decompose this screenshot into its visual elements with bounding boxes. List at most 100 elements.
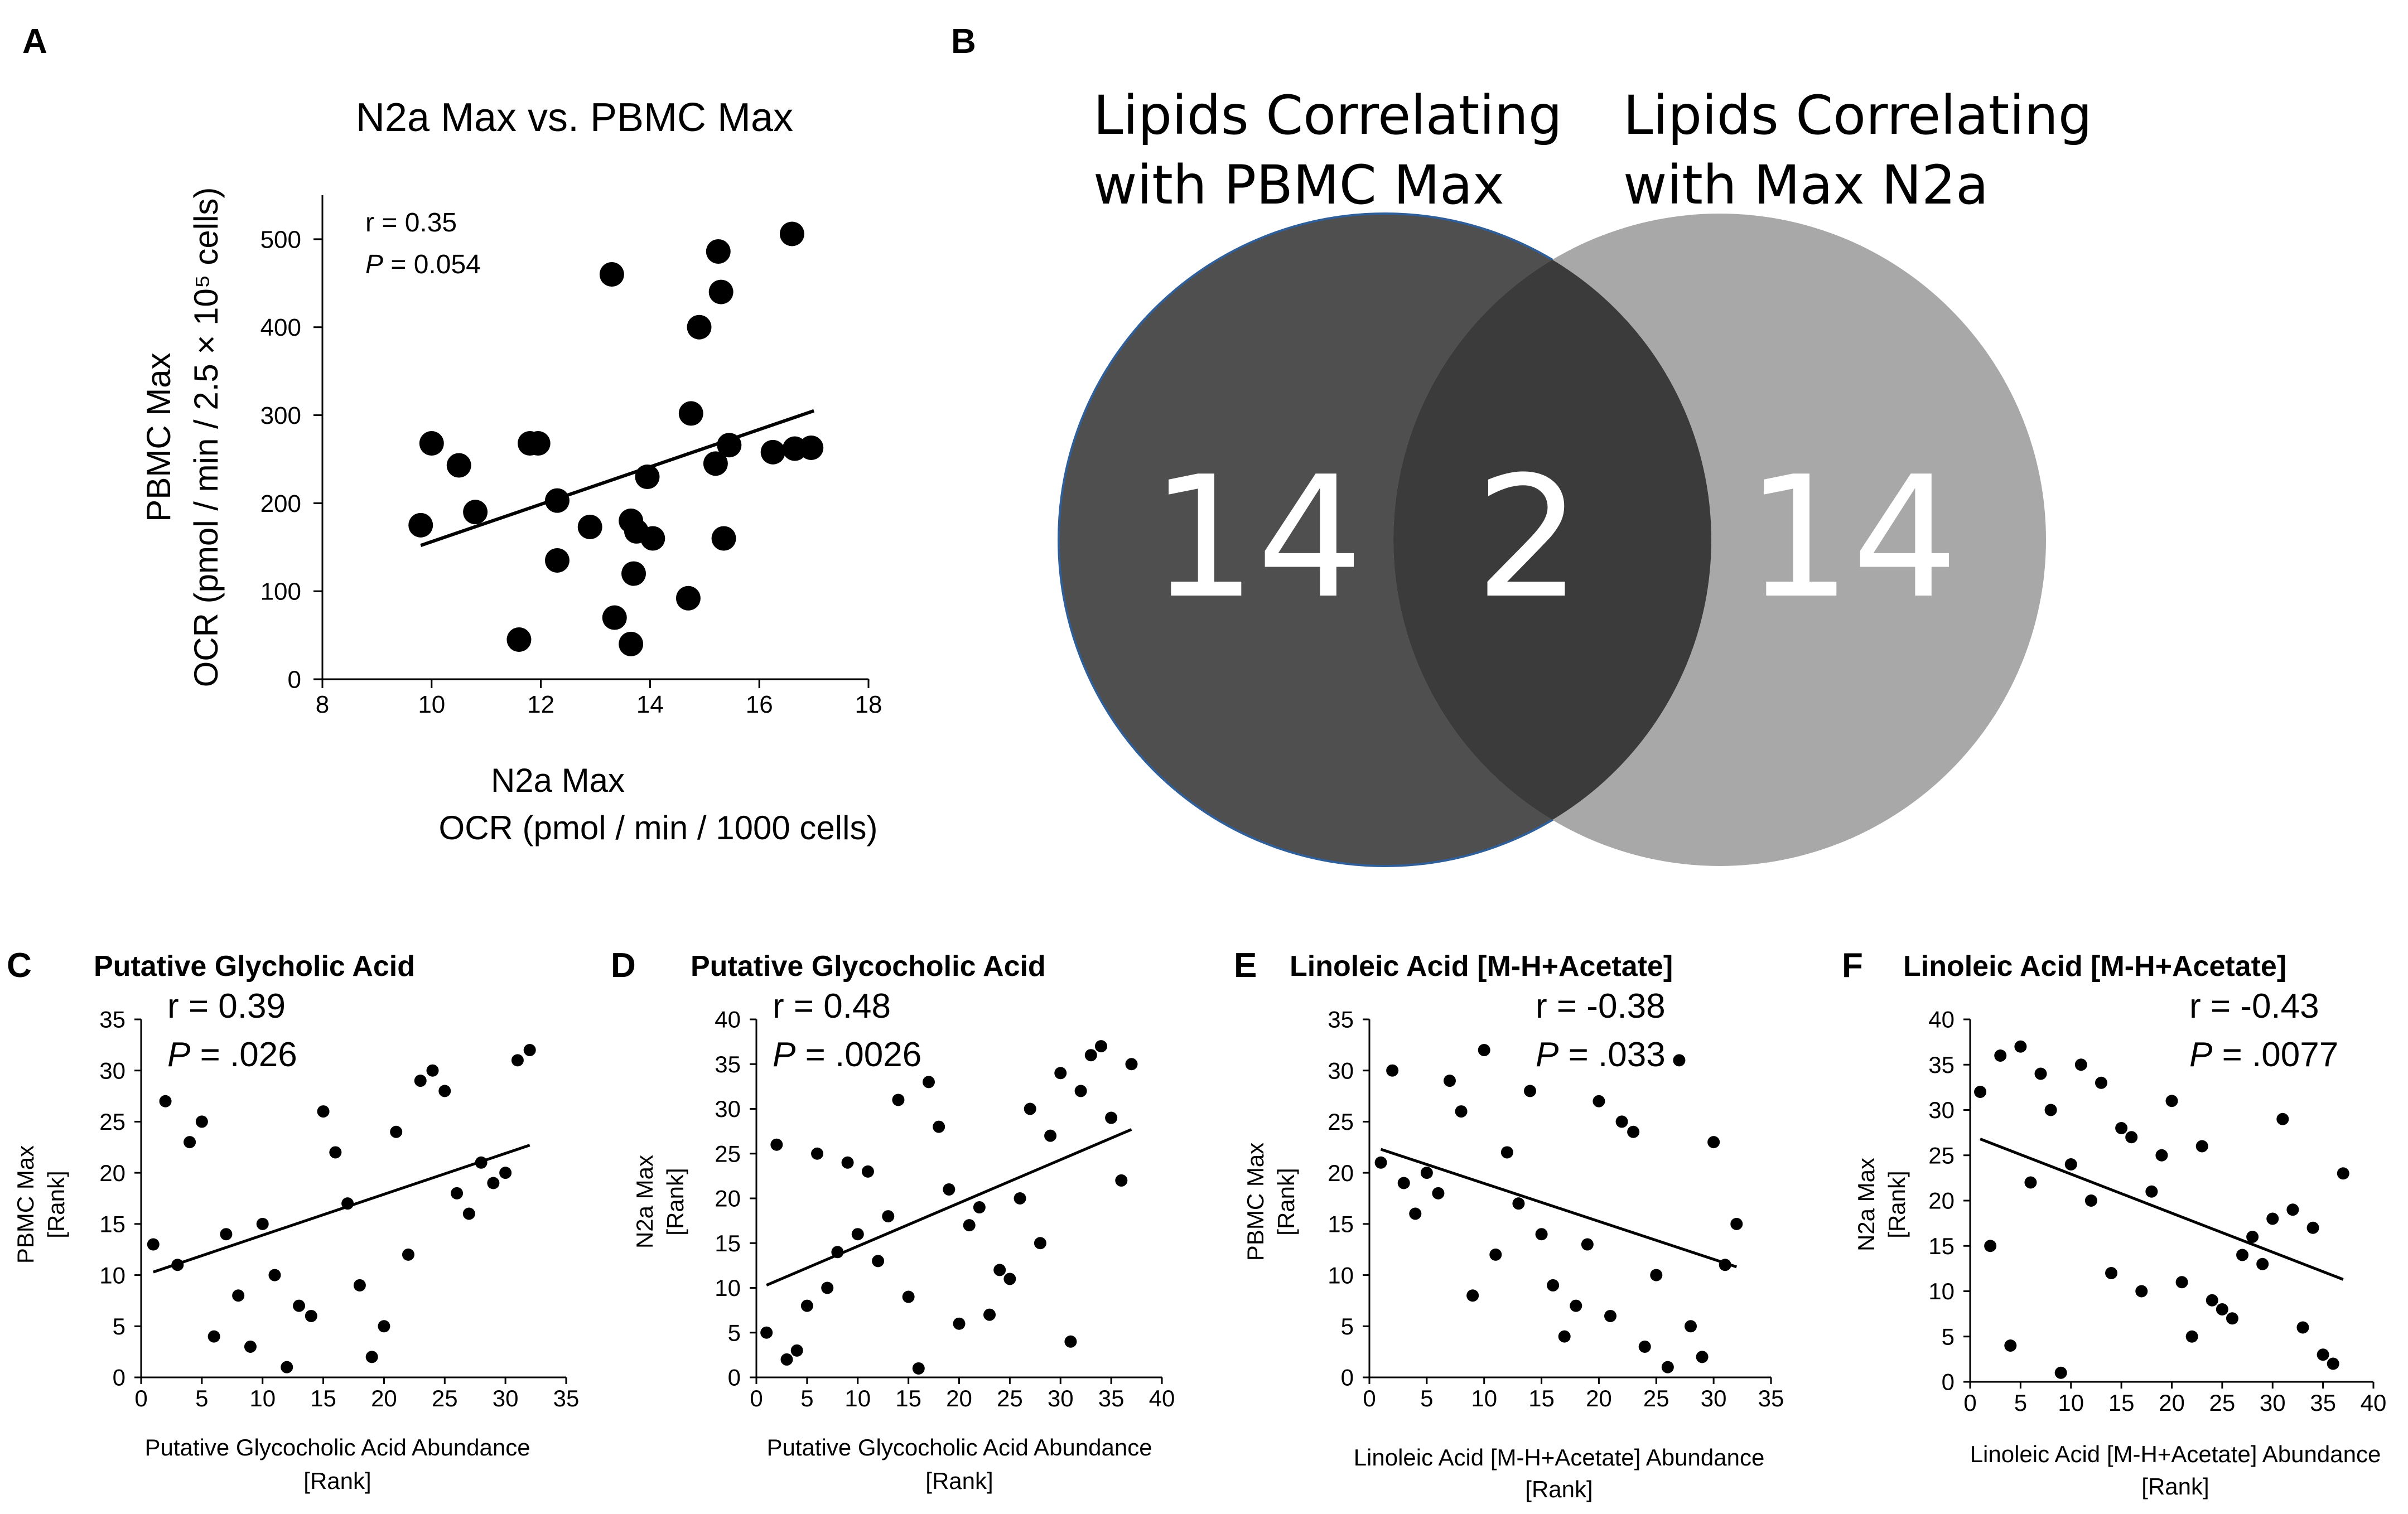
x-axis-label-units: OCR (pmol / min / 1000 cells) (439, 809, 878, 847)
venn-overlap-region (1393, 214, 1711, 866)
correlation-r-text: r = 0.39 (167, 987, 286, 1026)
y-tick-label: 500 (260, 226, 301, 253)
panel-label-a: A (22, 22, 47, 61)
data-point (717, 433, 742, 458)
venn-right-title-line1: Lipids Correlating (1623, 84, 2092, 147)
x-tick-label: 35 (2310, 1390, 2336, 1416)
x-tick-label: 25 (997, 1385, 1023, 1411)
x-axis-label-units: [Rank] (2141, 1473, 2209, 1500)
panel-label-b: B (951, 22, 976, 61)
data-point (1489, 1248, 1502, 1261)
panel-label-d: D (611, 946, 636, 985)
data-point (1466, 1289, 1479, 1302)
x-tick-label: 18 (855, 691, 882, 718)
x-tick-label: 15 (1528, 1385, 1555, 1411)
data-point (329, 1146, 342, 1159)
data-point (2327, 1357, 2339, 1370)
data-point (2044, 1104, 2057, 1116)
y-tick-label: 40 (715, 1007, 741, 1033)
data-point (780, 1353, 793, 1366)
data-point (675, 586, 701, 611)
data-point (2266, 1212, 2279, 1225)
y-tick-label: 0 (1341, 1365, 1354, 1391)
x-tick-label: 14 (636, 691, 664, 718)
trendline (766, 1128, 1132, 1286)
data-point (1558, 1330, 1571, 1343)
y-axis-label-units: [Rank] (662, 1168, 688, 1235)
y-tick-label: 0 (113, 1365, 126, 1391)
data-point (2084, 1194, 2097, 1207)
y-tick-label: 100 (260, 578, 301, 606)
data-point (1570, 1299, 1582, 1312)
data-point (195, 1115, 208, 1128)
data-point (1420, 1167, 1433, 1179)
data-point (2175, 1276, 2188, 1289)
data-point (408, 512, 433, 538)
data-point (973, 1201, 986, 1214)
data-point (1984, 1240, 1997, 1252)
data-point (711, 526, 736, 551)
data-point (2145, 1185, 2158, 1198)
x-tick-label: 35 (553, 1385, 580, 1411)
p-value-number: = .033 (1558, 1036, 1665, 1074)
data-point (790, 1344, 803, 1357)
data-point (770, 1138, 783, 1151)
y-tick-label: 40 (1928, 1007, 1955, 1033)
y-tick-label: 5 (1942, 1323, 1955, 1349)
correlation-r-text: r = 0.35 (365, 208, 457, 238)
x-tick-label: 15 (310, 1385, 336, 1411)
correlation-r-text: r = 0.48 (773, 987, 891, 1026)
y-axis-label: PBMC Max (140, 352, 177, 521)
data-point (2185, 1330, 2198, 1343)
x-tick-label: 20 (1586, 1385, 1612, 1411)
correlation-r-text: r = -0.38 (1536, 987, 1666, 1026)
data-point (861, 1165, 874, 1178)
data-point (2206, 1294, 2218, 1307)
data-point (317, 1105, 330, 1118)
data-point (1455, 1105, 1468, 1118)
x-tick-label: 0 (750, 1385, 763, 1411)
data-point (687, 315, 712, 340)
data-point (1397, 1177, 1410, 1189)
data-point (1524, 1085, 1536, 1097)
p-value-text: P = .0026 (773, 1036, 921, 1074)
x-tick-label: 20 (371, 1385, 397, 1411)
data-point (1512, 1197, 1525, 1210)
data-point (993, 1264, 1006, 1276)
data-point (602, 605, 627, 630)
data-point (2195, 1140, 2208, 1153)
data-point (2115, 1122, 2128, 1134)
chart-title: Linoleic Acid [M-H+Acetate] (1903, 950, 2286, 983)
data-point (378, 1320, 390, 1333)
y-axis-label-units: [Rank] (1273, 1168, 1299, 1235)
chart-title: Linoleic Acid [M-H+Acetate] (1290, 950, 1673, 983)
y-axis-label-units: [Rank] (43, 1170, 69, 1238)
p-value-label: P (2189, 1036, 2212, 1074)
data-point (851, 1228, 864, 1241)
data-point (811, 1147, 824, 1160)
data-point (1044, 1129, 1057, 1142)
data-point (1730, 1217, 1743, 1230)
x-tick-label: 10 (845, 1385, 871, 1411)
data-point (1034, 1237, 1046, 1250)
x-tick-label: 35 (1758, 1385, 1784, 1411)
data-point (293, 1299, 306, 1312)
venn-right-title-line2: with Max N2a (1623, 154, 1989, 216)
data-point (1673, 1054, 1686, 1067)
data-point (1084, 1049, 1097, 1062)
data-point (2054, 1366, 2067, 1379)
x-tick-label: 0 (1363, 1385, 1376, 1411)
y-tick-label: 5 (1341, 1313, 1354, 1339)
chart-panel-e: 0 5 10 15 20 25 30 35 0 5 10 15 20 25 30 35 Linoleic Aci… (1242, 950, 1784, 1502)
data-point (2135, 1285, 2148, 1298)
data-point (779, 221, 804, 246)
y-tick-label: 10 (1928, 1278, 1955, 1304)
p-value-text: P = 0.054 (365, 250, 481, 279)
trendline (420, 409, 815, 547)
data-point (463, 500, 488, 525)
data-point (1685, 1320, 1697, 1333)
venn-overlap-count: 2 (1475, 441, 1582, 635)
data-point (963, 1219, 976, 1232)
data-point (1432, 1187, 1445, 1199)
panel-label-e: E (1234, 946, 1257, 985)
